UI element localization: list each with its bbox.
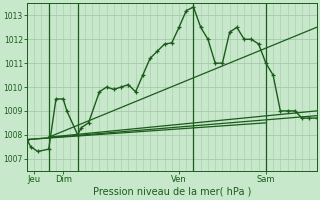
X-axis label: Pression niveau de la mer( hPa ): Pression niveau de la mer( hPa )	[92, 187, 251, 197]
